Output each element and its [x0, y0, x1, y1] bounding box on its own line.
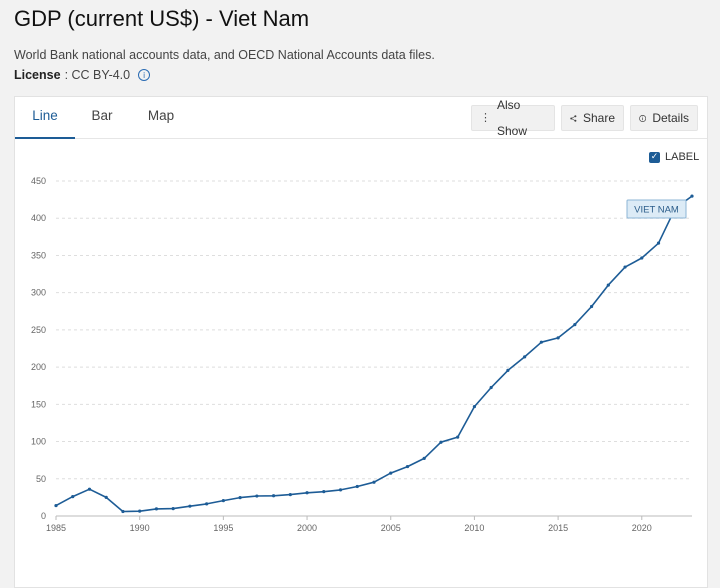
- label-toggle[interactable]: ✓ LABEL: [649, 151, 699, 163]
- page-title: GDP (current US$) - Viet Nam: [14, 6, 310, 31]
- data-point: [405, 464, 410, 469]
- y-tick-label: 350: [31, 250, 46, 260]
- x-tick-label: 2010: [464, 523, 484, 533]
- y-tick-label: 250: [31, 325, 46, 335]
- checkbox-checked-icon[interactable]: ✓: [649, 151, 660, 163]
- data-point: [138, 509, 142, 513]
- data-point: [121, 509, 125, 514]
- license-value: : CC BY-4.0: [64, 68, 131, 82]
- license-row: License : CC BY-4.0 i: [14, 68, 151, 82]
- info-circle-icon: [639, 114, 647, 122]
- data-point: [87, 487, 92, 491]
- series-label-box: [626, 199, 687, 219]
- x-tick-label: 1990: [130, 523, 150, 533]
- data-point: [506, 368, 510, 372]
- x-tick-label: 1995: [213, 523, 233, 533]
- data-point: [188, 504, 192, 508]
- data-point: [573, 323, 577, 327]
- data-point: [205, 502, 209, 506]
- data-point: [154, 507, 159, 511]
- share-button[interactable]: Share: [561, 105, 624, 131]
- series-line: [55, 195, 693, 513]
- data-point: [472, 404, 477, 409]
- data-point: [656, 241, 661, 245]
- data-point: [589, 304, 594, 309]
- data-point: [255, 494, 259, 498]
- data-point: [355, 484, 359, 489]
- share-icon: [570, 114, 577, 122]
- data-point: [338, 488, 343, 492]
- data-point: [690, 194, 694, 198]
- data-point: [322, 490, 326, 494]
- x-tick-label: 2020: [632, 523, 652, 533]
- chart-tabs: Line Bar Map ⋮ Also Show Share Details: [15, 97, 707, 139]
- more-vertical-icon: ⋮: [480, 111, 491, 124]
- data-point: [523, 355, 527, 359]
- data-point: [422, 456, 426, 460]
- x-tick-label: 2000: [297, 523, 317, 533]
- x-tick-label: 2015: [548, 523, 568, 533]
- also-show-button[interactable]: ⋮ Also Show: [471, 98, 555, 138]
- tab-bar[interactable]: Bar: [91, 108, 113, 123]
- data-point: [171, 507, 175, 511]
- data-point: [489, 385, 493, 390]
- data-point: [104, 495, 108, 499]
- data-point: [640, 256, 644, 260]
- data-point: [71, 495, 75, 499]
- data-point: [305, 491, 309, 495]
- data-point: [221, 498, 225, 503]
- y-tick-label: 400: [31, 213, 46, 223]
- y-tick-label: 200: [31, 362, 46, 372]
- data-point: [539, 340, 543, 344]
- source-text: World Bank national accounts data, and O…: [14, 48, 435, 62]
- data-point: [271, 494, 276, 498]
- data-point: [372, 480, 376, 484]
- data-point: [456, 435, 460, 439]
- x-tick-label: 2005: [381, 523, 401, 533]
- chart-card: Line Bar Map ⋮ Also Show Share Details: [14, 96, 708, 588]
- data-point: [439, 440, 443, 444]
- also-show-label: Also Show: [497, 98, 528, 138]
- data-point: [54, 503, 58, 508]
- info-icon[interactable]: i: [138, 69, 151, 81]
- data-point: [606, 283, 610, 287]
- y-tick-label: 100: [31, 437, 46, 447]
- data-point: [389, 471, 393, 475]
- x-tick-label: 1985: [46, 523, 66, 533]
- y-tick-label: 300: [31, 288, 46, 298]
- share-label: Share: [582, 111, 615, 125]
- tab-line[interactable]: Line: [15, 97, 75, 139]
- y-tick-label: 0: [41, 511, 46, 521]
- details-label: Details: [652, 111, 689, 125]
- y-tick-label: 50: [36, 474, 46, 484]
- license-label: License: [14, 68, 61, 82]
- data-point: [556, 336, 560, 340]
- tab-map[interactable]: Map: [147, 108, 175, 123]
- series-label: VIET NAM: [634, 205, 679, 216]
- y-tick-label: 150: [31, 399, 46, 409]
- label-toggle-text: LABEL: [665, 151, 700, 163]
- y-tick-label: 450: [31, 176, 46, 186]
- data-point: [623, 265, 627, 269]
- data-point: [238, 496, 242, 500]
- details-button[interactable]: Details: [630, 105, 698, 131]
- line-chart: 0 50 100 150 200 250 300 350 400 450 1985 1990 1995 2…: [31, 176, 694, 533]
- data-point: [288, 493, 292, 497]
